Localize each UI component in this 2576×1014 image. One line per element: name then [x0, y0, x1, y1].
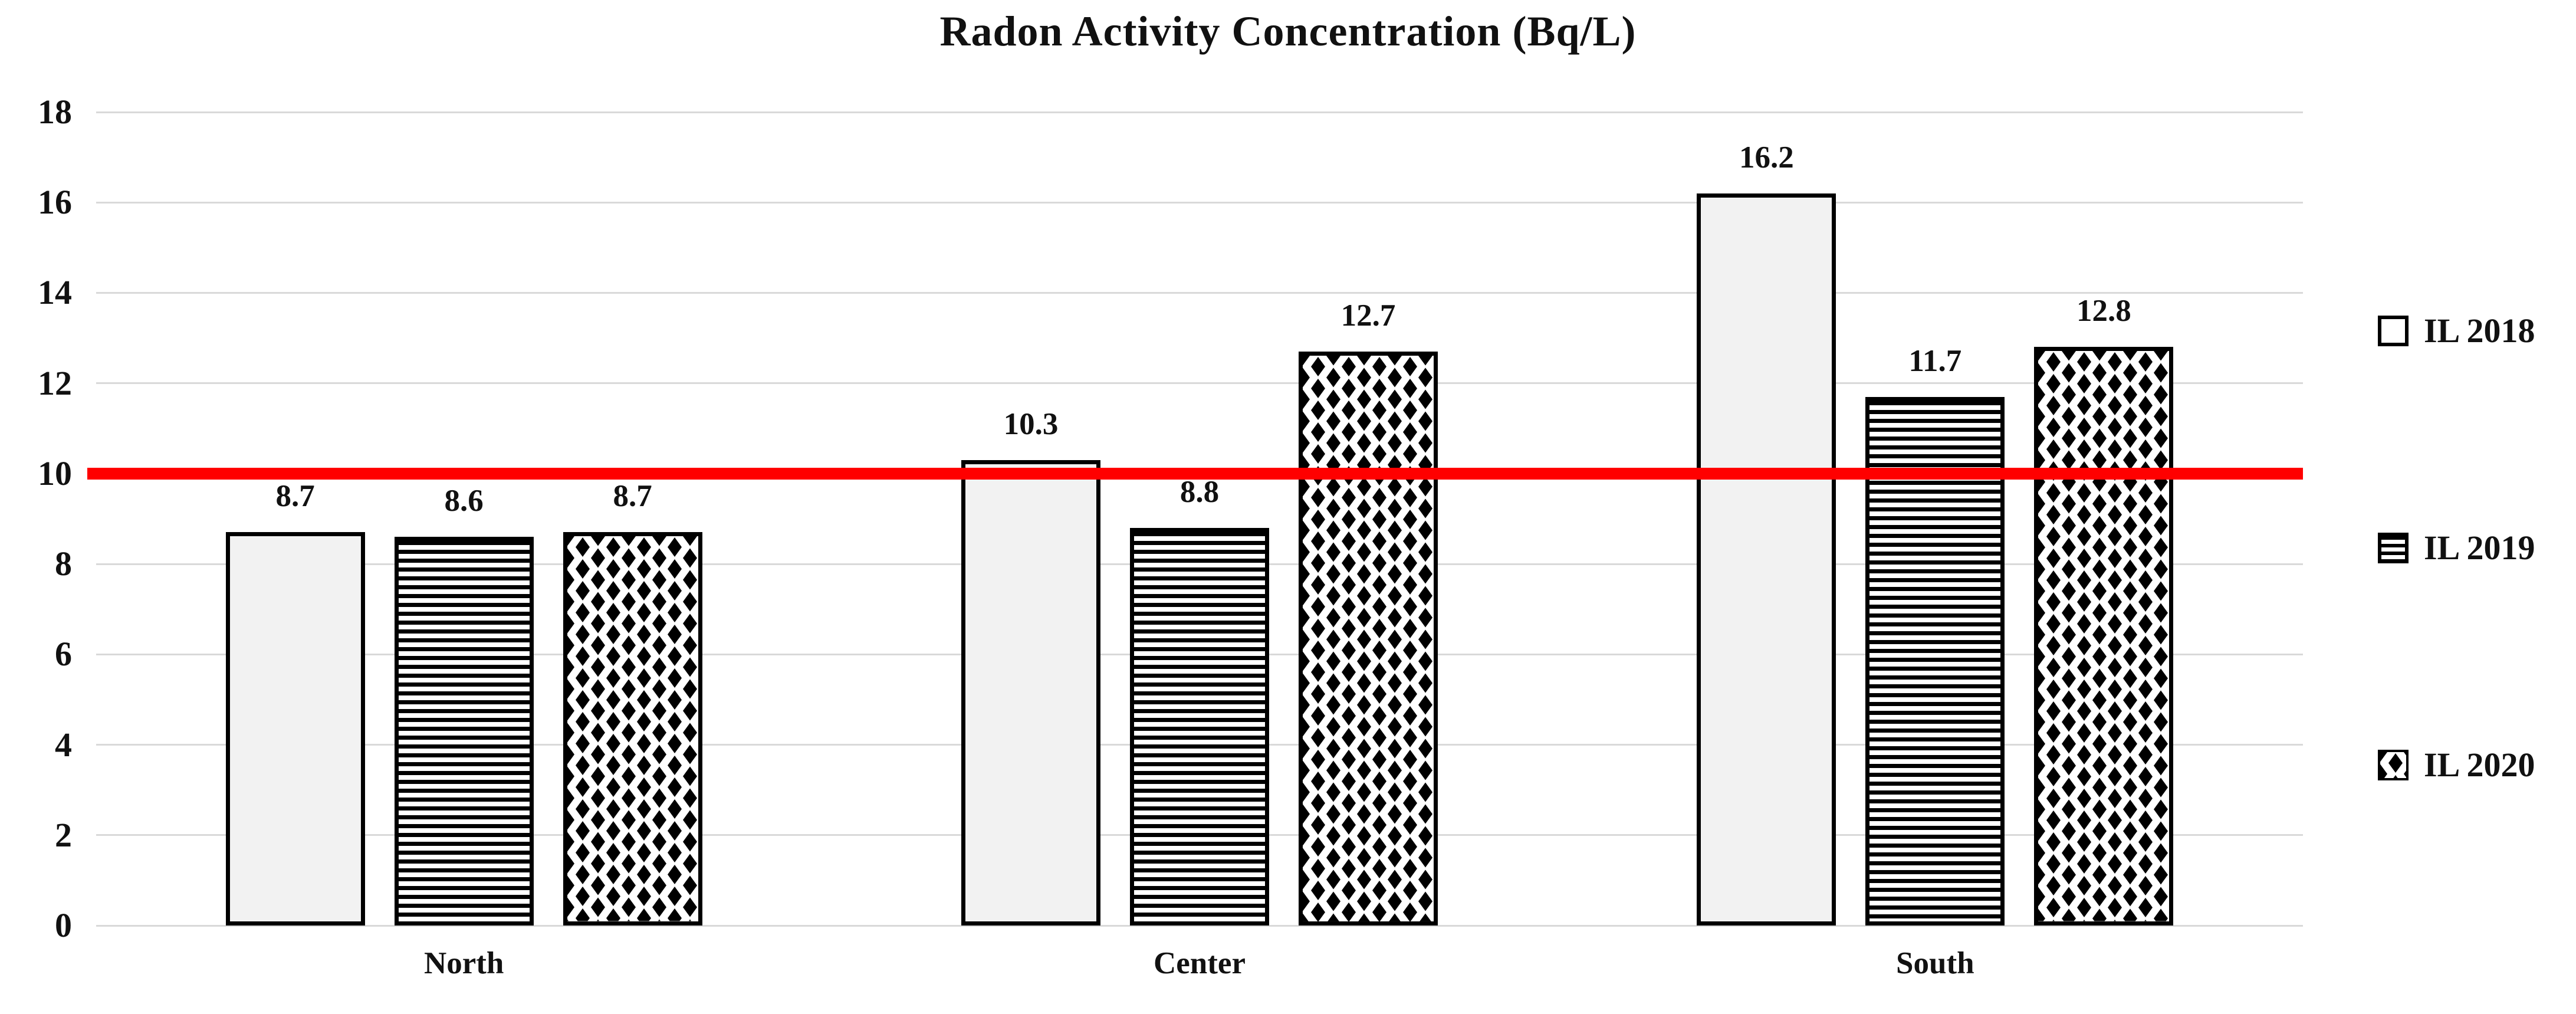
bar-center-il-2020	[1299, 352, 1438, 926]
y-axis-tick-label: 12	[38, 363, 72, 402]
bar-value-label: 16.2	[1739, 140, 1794, 175]
gridline-y14	[96, 291, 2303, 294]
bar-center-il-2018	[961, 460, 1100, 926]
gridline-y16	[96, 201, 2303, 204]
bar-north-il-2018	[225, 532, 365, 926]
y-axis-tick-label: 8	[55, 544, 72, 583]
bar-value-label: 8.7	[613, 479, 652, 514]
legend-item-il-2018: IL 2018	[2378, 311, 2535, 350]
y-axis-tick-label: 18	[38, 93, 72, 131]
legend-marker-plain	[2378, 315, 2409, 346]
gridline-y0	[96, 924, 2303, 927]
diamond-pattern-fill	[567, 536, 698, 921]
legend-item-il-2020: IL 2020	[2378, 745, 2535, 785]
bar-north-il-2020	[563, 532, 702, 926]
x-axis-category-label: South	[1896, 946, 1974, 980]
legend-marker-diamonds	[2378, 749, 2409, 780]
bar-value-label: 12.8	[2076, 294, 2131, 329]
y-axis-tick-label: 4	[55, 725, 72, 764]
legend-label: IL 2018	[2424, 311, 2535, 350]
bar-value-label: 12.7	[1340, 298, 1396, 333]
bar-value-label: 8.8	[1179, 474, 1220, 509]
y-axis-tick-label: 6	[55, 635, 72, 674]
chart-title: Radon Activity Concentration (Bq/L)	[939, 8, 1637, 55]
bar-value-label: 10.3	[1003, 406, 1059, 441]
x-axis-category-label: North	[423, 946, 504, 980]
gridline-y12	[96, 382, 2303, 385]
legend-marker-hlines	[2378, 532, 2409, 563]
y-axis-tick-label: 16	[38, 183, 72, 222]
diamond-pattern-fill	[2038, 351, 2170, 921]
bar-north-il-2019	[394, 537, 534, 926]
y-axis-tick-label: 10	[38, 454, 72, 493]
y-axis-tick-label: 14	[38, 273, 72, 312]
diamond-pattern-fill	[2380, 752, 2406, 778]
y-axis-tick-label: 0	[55, 906, 72, 944]
legend-label: IL 2020	[2424, 746, 2535, 784]
legend-label: IL 2019	[2424, 529, 2535, 567]
bar-value-label: 8.7	[275, 479, 315, 514]
bar-south-il-2018	[1697, 193, 1836, 926]
bar-value-label: 8.6	[444, 484, 484, 519]
gridline-y18	[96, 111, 2303, 113]
legend-item-il-2019: IL 2019	[2378, 528, 2535, 567]
bar-south-il-2020	[2034, 347, 2174, 926]
reference-line	[87, 467, 2303, 480]
diamond-pattern-fill	[1303, 356, 1434, 921]
x-axis-category-label: Center	[1154, 946, 1246, 980]
y-axis-tick-label: 2	[55, 815, 72, 854]
bar-value-label: 11.7	[1908, 343, 1962, 378]
bar-center-il-2019	[1130, 527, 1269, 926]
bar-south-il-2019	[1865, 396, 2005, 926]
